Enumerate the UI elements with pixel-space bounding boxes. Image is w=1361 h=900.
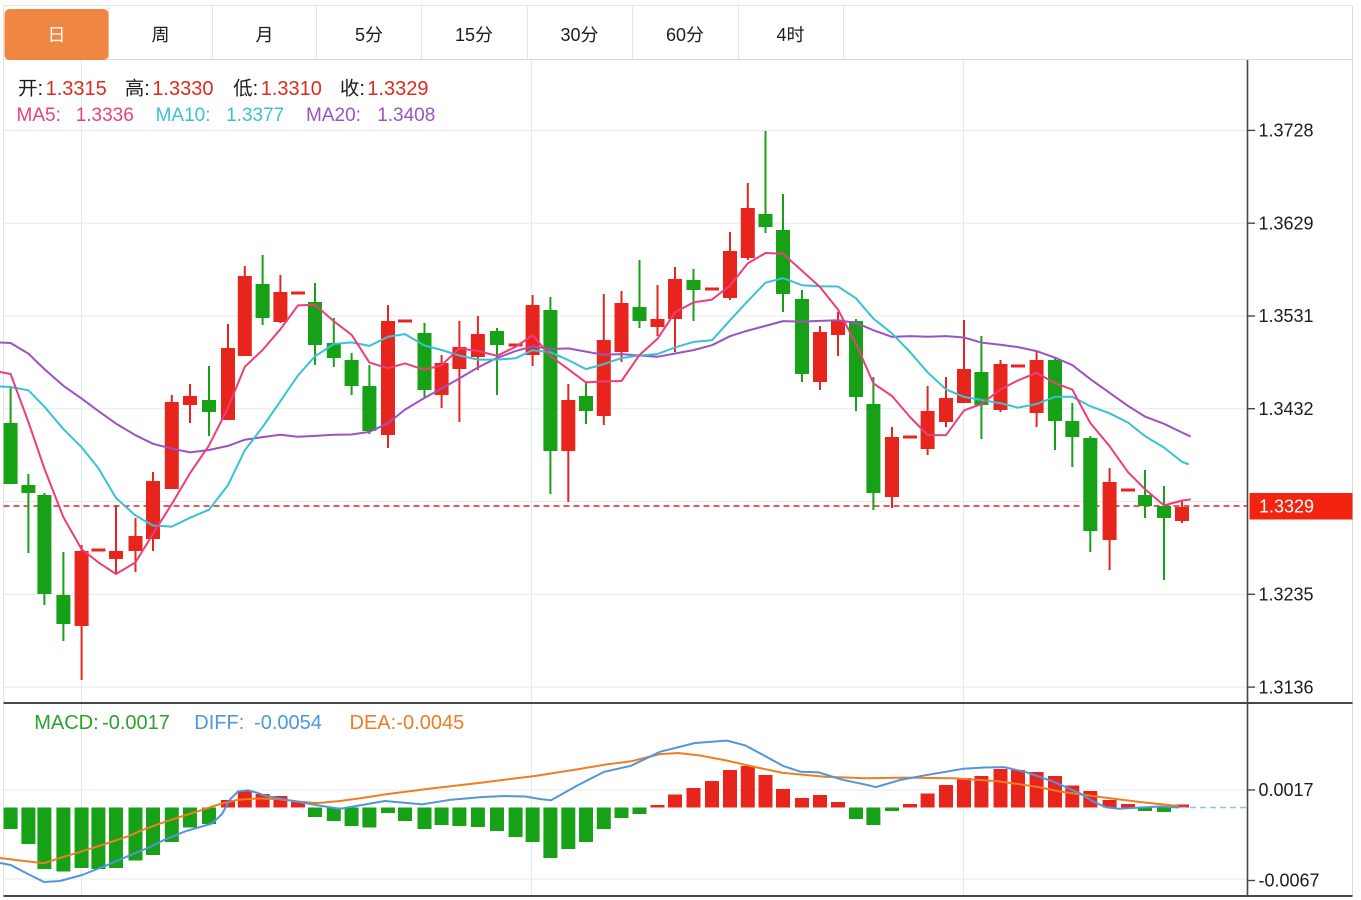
svg-text:-0.0067: -0.0067 <box>1259 871 1320 891</box>
svg-text:1.3377: 1.3377 <box>226 105 284 126</box>
svg-text:1.3329: 1.3329 <box>1259 497 1314 517</box>
svg-text:4: 4 <box>777 25 787 45</box>
svg-text:-0.0054: -0.0054 <box>254 712 322 734</box>
svg-text:5: 5 <box>355 25 365 45</box>
svg-text:1.3235: 1.3235 <box>1259 585 1314 605</box>
svg-text:1.3629: 1.3629 <box>1259 213 1314 233</box>
svg-text:MA5:: MA5: <box>17 105 61 126</box>
svg-text:30: 30 <box>561 25 581 45</box>
svg-text:1.3336: 1.3336 <box>76 105 134 126</box>
svg-text::: : <box>253 78 259 100</box>
svg-text:MA10:: MA10: <box>156 105 211 126</box>
svg-text:1.3329: 1.3329 <box>367 78 428 100</box>
svg-text:1.3330: 1.3330 <box>152 78 213 100</box>
svg-text::: : <box>359 78 365 100</box>
svg-text:-0.0017: -0.0017 <box>102 712 170 734</box>
svg-text:1.3408: 1.3408 <box>377 105 435 126</box>
svg-text:15: 15 <box>455 25 475 45</box>
svg-text:MA20:: MA20: <box>306 105 361 126</box>
svg-text:MACD:: MACD: <box>34 712 98 734</box>
svg-text:DEA:: DEA: <box>350 712 397 734</box>
svg-text::: : <box>38 78 44 100</box>
svg-text:DIFF:: DIFF: <box>194 712 244 734</box>
svg-text:60: 60 <box>666 25 686 45</box>
svg-text:1.3432: 1.3432 <box>1259 399 1314 419</box>
svg-text::: : <box>144 78 150 100</box>
svg-text:1.3531: 1.3531 <box>1259 306 1314 326</box>
svg-text:0.0017: 0.0017 <box>1259 780 1314 800</box>
svg-text:1.3136: 1.3136 <box>1259 677 1314 697</box>
svg-text:-0.0045: -0.0045 <box>396 712 464 734</box>
svg-text:1.3310: 1.3310 <box>261 78 322 100</box>
svg-text:1.3728: 1.3728 <box>1259 121 1314 141</box>
svg-text:1.3315: 1.3315 <box>46 78 107 100</box>
